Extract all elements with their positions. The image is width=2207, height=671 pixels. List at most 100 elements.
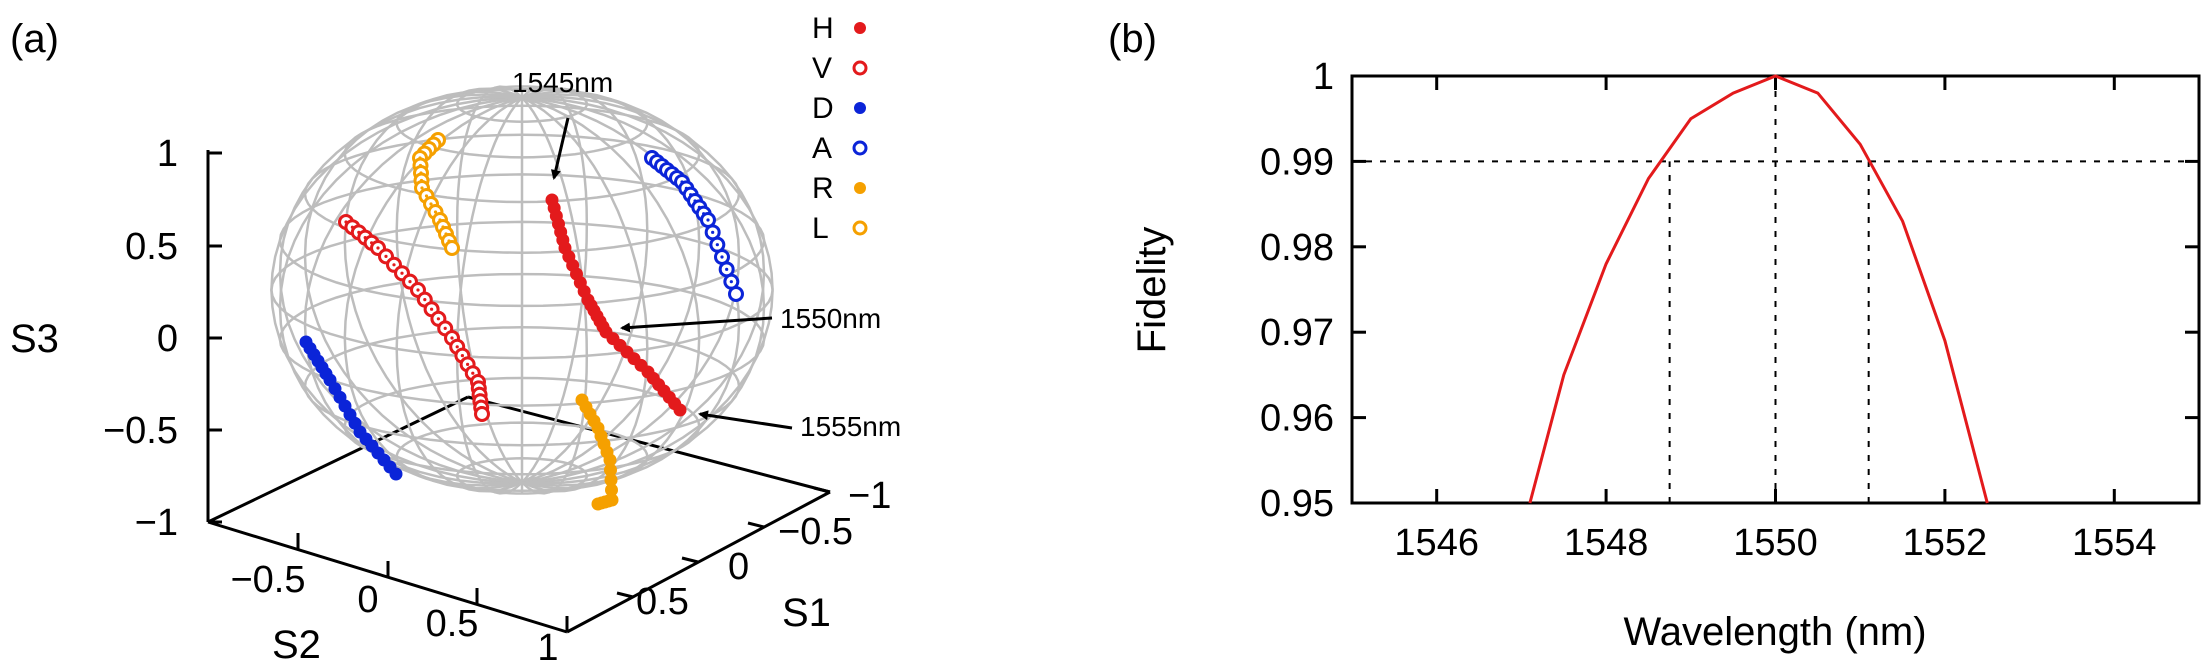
point-R [591,497,605,511]
s3-tick--0.5: −0.5 [103,410,178,452]
s1-tick--1: −1 [848,475,891,517]
panel-b-label: (b) [1108,17,1157,61]
legend-marker-L [852,220,868,236]
s1-tick--0.5: −0.5 [778,511,853,553]
point-V-center [466,362,470,366]
legend-marker-H [854,22,866,34]
annotation-1555nm-label: 1555nm [800,411,901,442]
x-tick-label: 1550 [1733,522,1818,564]
legend-label-A: A [812,132,832,165]
chart-ticks: 1546 1548 1550 1552 1554 0.95 0.96 0.97 0.98 0.99… [1260,56,2199,564]
annotation-1550nm: 1550nm [620,303,881,334]
point-R [603,453,617,467]
point-L-center [429,202,433,206]
annotation-1555nm: 1555nm [698,410,901,442]
point-A-center [725,267,729,271]
sphere-longitude-line [270,96,774,484]
point-V-center [430,307,434,311]
legend-label-V: V [812,52,832,85]
s1-tick-0.5: 0.5 [636,581,689,623]
y-tick-label: 0.98 [1260,227,1334,269]
s3-tick-0: 0 [157,318,178,360]
s3-axis-label: S3 [10,317,59,361]
fidelity-chart: 1546 1548 1550 1552 1554 0.95 0.96 0.97 0.98 0.99… [1130,56,2201,654]
legend-label-H: H [812,12,834,45]
point-V-center [455,345,459,349]
x-tick-label: 1554 [2072,522,2157,564]
legend-label-D: D [812,92,834,125]
point-V-center [423,298,427,302]
point-L [444,240,460,256]
point-A-center [720,255,724,259]
sphere-longitude-line [343,90,701,490]
s2-axis-label: S2 [272,623,321,667]
s3-tick--1: −1 [135,502,178,544]
legend-marker-R [854,182,866,194]
s1-axis-label: S1 [782,591,831,635]
point-V-center [384,254,388,258]
sphere-data-points [299,132,744,511]
legend-marker-V [852,60,868,76]
panel-a-label: (a) [10,17,59,61]
annotation-1545nm-label: 1545nm [512,67,613,98]
sphere-longitude-line [303,93,741,487]
legend-marker-A [852,140,868,156]
y-tick-label: 1 [1313,56,1334,98]
point-V-center [443,326,447,330]
fidelity-curve [1528,74,1989,504]
point-A-center [706,218,710,222]
point-V-center [436,317,440,321]
sphere-longitude-line [278,95,766,485]
s2-tick-0.5: 0.5 [426,603,479,645]
s3-tick-0.5: 0.5 [125,226,178,268]
sphere-longitude-line [343,90,701,490]
point-R [604,463,617,477]
s2-tick--0.5: −0.5 [230,559,305,601]
s3-tick-1: 1 [157,133,178,175]
point-V-center [471,371,475,375]
s2-tick-1: 1 [537,627,558,669]
sphere-longitude-line [278,95,766,485]
reference-lines [1352,76,2199,503]
legend-marker-D [854,102,866,114]
poincare-sphere-wireframe [270,85,774,495]
y-tick-label: 0.99 [1260,141,1334,183]
point-V-center [408,280,412,284]
point-V-center [460,354,464,358]
point-H [673,403,687,417]
point-D [389,467,403,481]
legend-label-R: R [812,172,834,205]
point-V-center [376,246,380,250]
s1-tick-0: 0 [728,546,749,588]
point-L-center [420,186,424,190]
point-V [474,406,490,422]
point-A [728,286,744,302]
point-L-center [424,194,429,198]
point-R [605,483,618,497]
point-L-center [433,210,438,214]
y-tick-label: 0.96 [1260,398,1334,440]
point-V-center [400,271,404,275]
x-tick-label: 1546 [1394,522,1479,564]
point-A-center [729,280,733,284]
s2-tick-0: 0 [357,579,378,621]
annotation-1550nm-label: 1550nm [780,303,881,334]
x-axis-label: Wavelength (nm) [1623,610,1926,654]
sphere-longitude-line [455,85,589,495]
y-axis-label: Fidelity [1130,227,1174,354]
fidelity-series [1528,74,1989,504]
sphere-longitude-line [395,87,649,493]
point-A-center [711,230,715,234]
point-R [604,473,618,487]
legend-label-L: L [812,212,829,245]
point-V-center [416,288,420,292]
annotation-1545nm: 1545nm [512,67,613,180]
y-tick-label: 0.97 [1260,312,1334,354]
point-A-center [715,243,719,247]
point-V-center [392,263,396,267]
y-tick-label: 0.95 [1260,483,1334,525]
x-tick-label: 1552 [1903,522,1988,564]
point-V-center [450,336,454,340]
